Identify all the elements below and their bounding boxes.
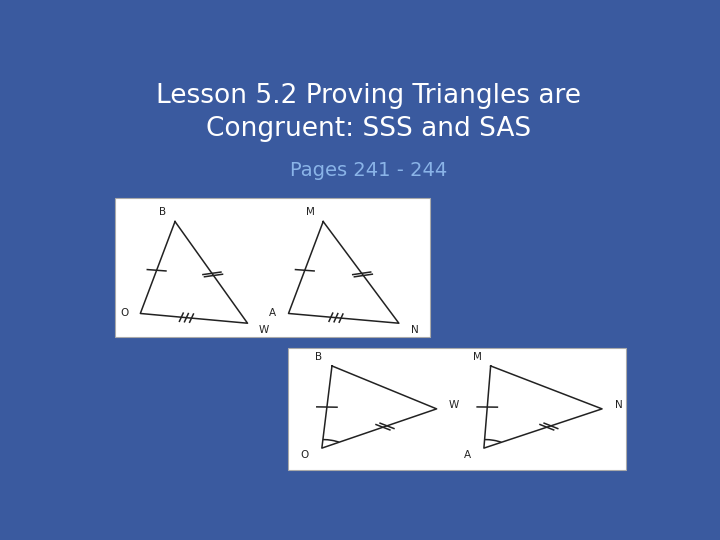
Text: Congruent: SSS and SAS: Congruent: SSS and SAS	[207, 116, 531, 142]
FancyBboxPatch shape	[288, 348, 626, 470]
Text: Lesson 5.2 Proving Triangles are: Lesson 5.2 Proving Triangles are	[156, 83, 582, 109]
Text: Pages 241 - 244: Pages 241 - 244	[290, 161, 448, 180]
FancyBboxPatch shape	[115, 198, 431, 337]
